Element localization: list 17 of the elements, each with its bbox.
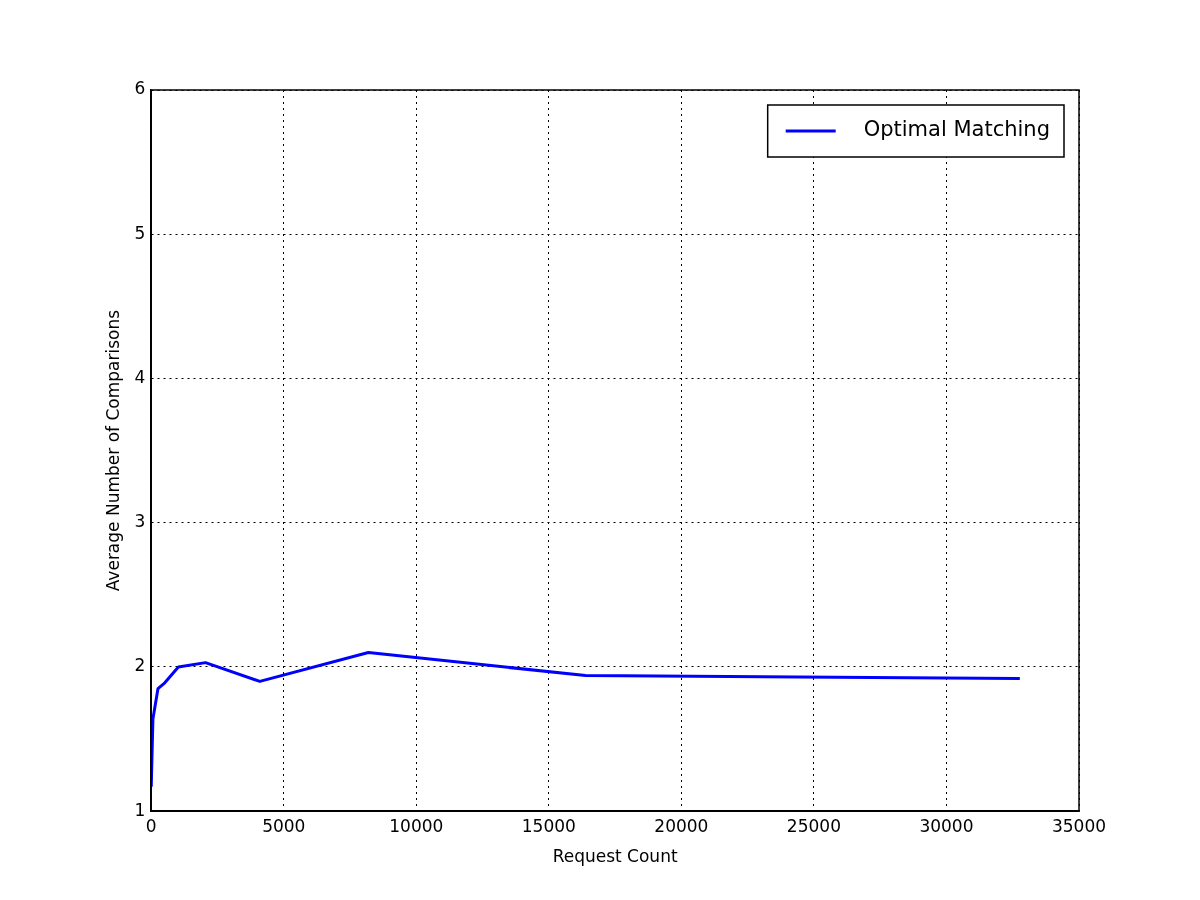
y-tick-label: 5 [134,222,146,243]
x-tick-label: 5000 [262,815,306,836]
x-tick-label: 30000 [919,815,974,836]
y-axis-title: Average Number of Comparisons [102,309,123,592]
x-tick-label: 0 [145,815,157,836]
x-axis-title: Request Count [552,846,678,867]
x-tick-label: 20000 [654,815,709,836]
y-tick-label: 6 [134,78,146,99]
x-tick-label: 25000 [786,815,841,836]
legend-label: Optimal Matching [863,117,1051,142]
x-tick-label: 35000 [1051,815,1107,836]
y-tick-label: 1 [134,799,146,820]
y-tick-label: 4 [134,366,146,387]
y-tick-label: 3 [134,511,146,532]
y-tick-label: 2 [134,655,146,676]
x-tick-label: 15000 [521,815,576,836]
x-tick-label: 10000 [389,815,444,836]
